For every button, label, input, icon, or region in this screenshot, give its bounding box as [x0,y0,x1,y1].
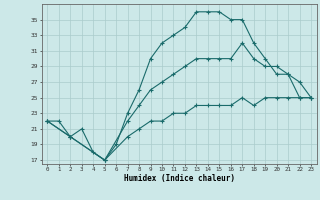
X-axis label: Humidex (Indice chaleur): Humidex (Indice chaleur) [124,174,235,183]
